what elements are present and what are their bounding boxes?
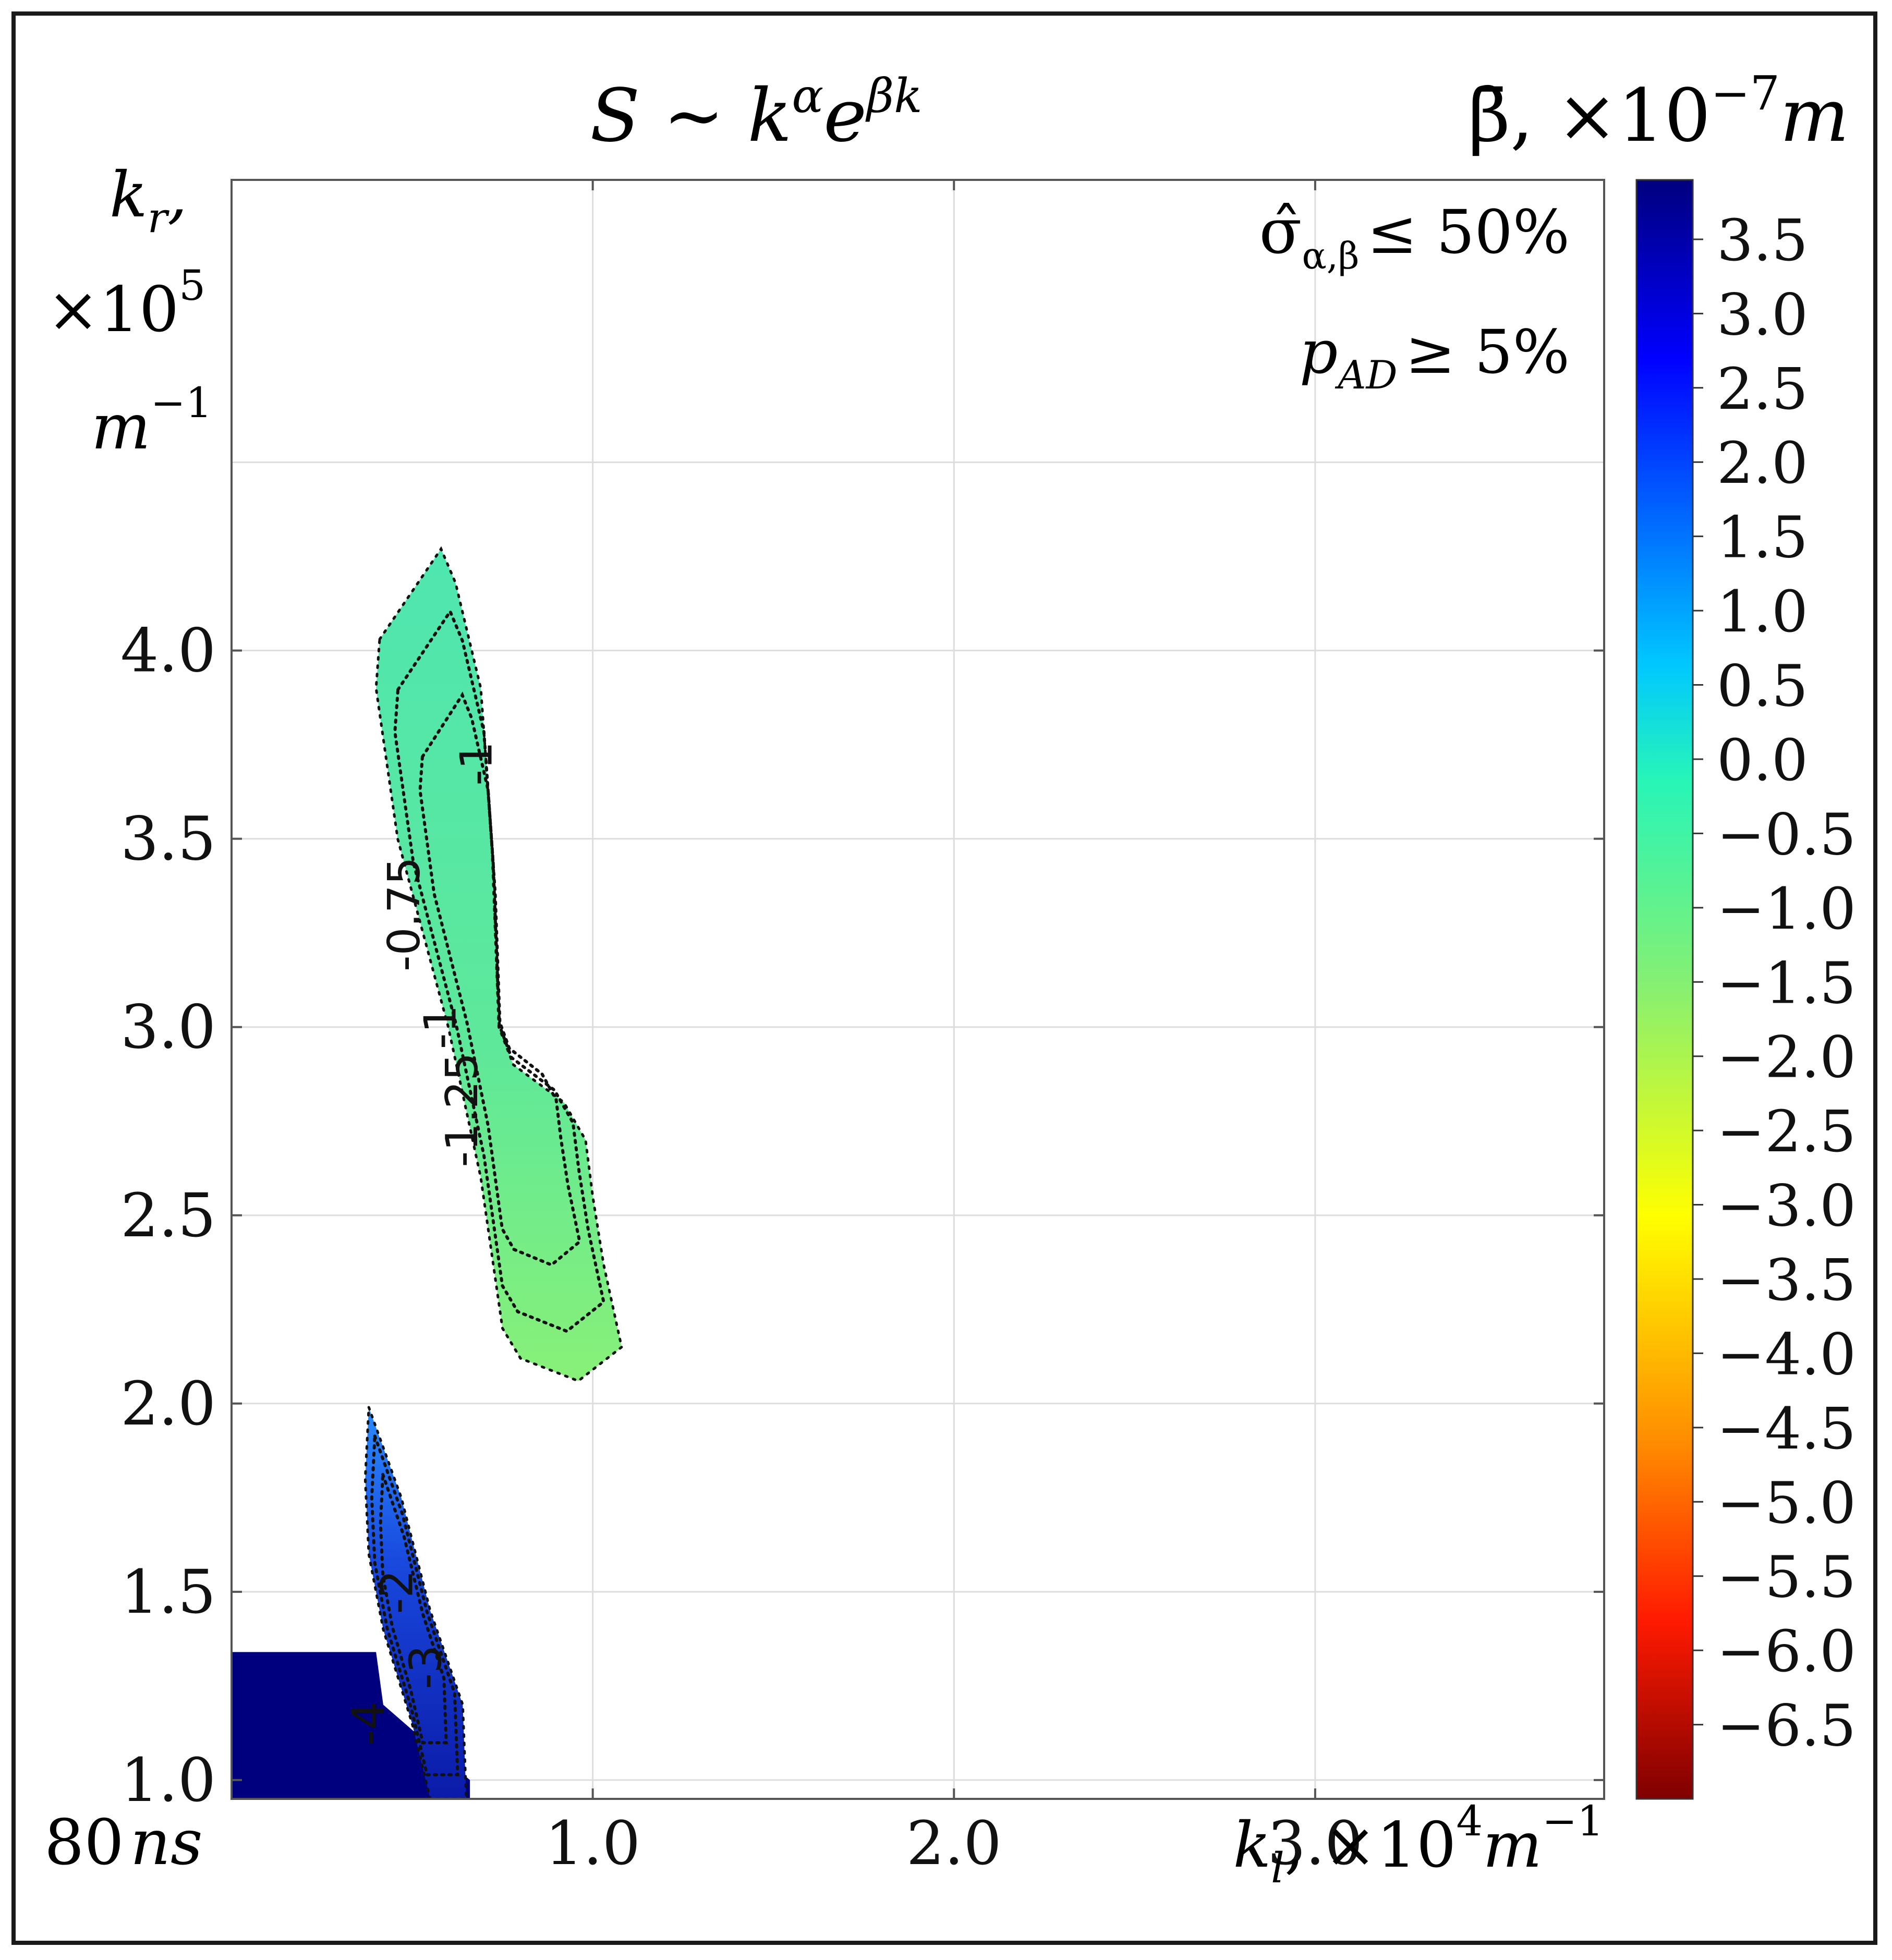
lower-blue-region bbox=[365, 1407, 467, 1799]
upper-green-region bbox=[376, 549, 622, 1381]
colorbar-tick-label: −2.0 bbox=[1717, 1024, 1856, 1091]
colorbar-tick-label: −4.0 bbox=[1717, 1321, 1856, 1387]
colorbar-tick-label: 0.5 bbox=[1717, 653, 1808, 720]
dark-blue-block bbox=[232, 1652, 470, 1799]
y-tick-label: 3.5 bbox=[120, 805, 216, 874]
contour-edge bbox=[374, 546, 623, 1383]
colorbar-tick-label: 1.0 bbox=[1717, 578, 1808, 645]
sigma-annotation: σ̂α,β ≤ 50% bbox=[1259, 196, 1570, 277]
contour-label: -4 bbox=[343, 1701, 394, 1746]
colorbar-tick-label: 3.5 bbox=[1717, 207, 1808, 274]
colorbar-tick-label: −2.5 bbox=[1717, 1098, 1856, 1165]
plot-area bbox=[232, 180, 1604, 1799]
colorbar-tick-label: −0.5 bbox=[1717, 801, 1856, 868]
grid bbox=[232, 180, 1604, 1799]
colorbar-tick-label: 1.5 bbox=[1717, 504, 1808, 571]
svg-text:×105: ×105 bbox=[47, 261, 205, 346]
y-ticks: 1.0 1.5 2.0 2.5 3.0 3.5 4.0 bbox=[120, 616, 1604, 1816]
x-tick-label: 3.0 bbox=[1267, 1809, 1363, 1879]
contour-labels: -1-0.75-1-1.25-2-3-4 bbox=[343, 741, 503, 1746]
x-ticks: 1.0 2.0 3.0 bbox=[545, 180, 1363, 1879]
y-tick-label: 2.0 bbox=[120, 1369, 216, 1439]
figure-frame: S ~ kαeβk β̄, ×10−7m kr, ×105 m−1 -1 -0.7… bbox=[11, 11, 1877, 1945]
y-tick-label: 1.5 bbox=[120, 1557, 216, 1627]
x-tick-label: 1.0 bbox=[545, 1809, 640, 1879]
contour-label: -0.75 bbox=[379, 857, 430, 971]
plot-border bbox=[231, 179, 1605, 1800]
contour-label: -1 bbox=[415, 1005, 466, 1049]
contour-label: -1 bbox=[451, 741, 503, 786]
colorbar-ticks: 3.5 3.0 2.5 2.0 1.5 1.0 0.5 0.0 −0.5 −1.0 −1.5 −2.0… bbox=[1693, 207, 1856, 1759]
colorbar-tick-label: −6.0 bbox=[1717, 1618, 1856, 1685]
colorbar-tick-label: −4.5 bbox=[1717, 1395, 1856, 1462]
colorbar-tick-label: 0.0 bbox=[1717, 727, 1808, 794]
chart-svg: S ~ kαeβk β̄, ×10−7m kr, ×105 m−1 -1 -0.7… bbox=[44, 66, 1856, 1892]
svg-text:m−1: m−1 bbox=[91, 379, 212, 464]
y-tick-label: 2.5 bbox=[120, 1181, 216, 1251]
contour-edge bbox=[363, 1407, 468, 1799]
contour-line bbox=[370, 1435, 459, 1776]
colorbar-tick-label: 3.0 bbox=[1717, 281, 1808, 348]
contour-label: -2 bbox=[371, 1569, 423, 1614]
colorbar bbox=[1635, 179, 1694, 1800]
data-regions bbox=[232, 546, 623, 1799]
contour-line bbox=[379, 1474, 448, 1745]
x-tick-label: 2.0 bbox=[906, 1809, 1002, 1879]
colorbar-title: β̄, ×10−7m bbox=[1468, 66, 1849, 159]
colorbar-tick-label: −5.0 bbox=[1717, 1469, 1856, 1536]
colorbar-tick-label: −3.5 bbox=[1717, 1247, 1856, 1313]
colorbar-tick-label: 2.5 bbox=[1717, 356, 1808, 422]
y-axis-label: kr, ×105 m−1 bbox=[47, 159, 212, 464]
contour-label: -1.25 bbox=[436, 1053, 488, 1167]
x-axis-label: kl, ×104m−1 bbox=[1233, 1797, 1604, 1892]
colorbar-tick-label: −1.0 bbox=[1717, 875, 1856, 942]
y-tick-label: 1.0 bbox=[120, 1746, 216, 1816]
time-label: 80 ns bbox=[44, 1807, 203, 1879]
colorbar-tick-label: −6.5 bbox=[1717, 1693, 1856, 1759]
y-tick-label: 4.0 bbox=[120, 616, 216, 686]
pad-annotation: pAD ≥ 5% bbox=[1300, 318, 1570, 398]
colorbar-tick-label: 2.0 bbox=[1717, 430, 1808, 496]
contour-label: -3 bbox=[401, 1645, 452, 1689]
colorbar-tick-label: −1.5 bbox=[1717, 949, 1856, 1016]
chart-title: S ~ kαeβk bbox=[590, 69, 922, 159]
colorbar-tick-label: −5.5 bbox=[1717, 1544, 1856, 1611]
y-tick-label: 3.0 bbox=[120, 993, 216, 1063]
svg-text:kr,: kr, bbox=[110, 159, 187, 242]
annotation-group: σ̂α,β ≤ 50% pAD ≥ 5% bbox=[1259, 196, 1570, 398]
colorbar-tick-label: −3.0 bbox=[1717, 1173, 1856, 1239]
